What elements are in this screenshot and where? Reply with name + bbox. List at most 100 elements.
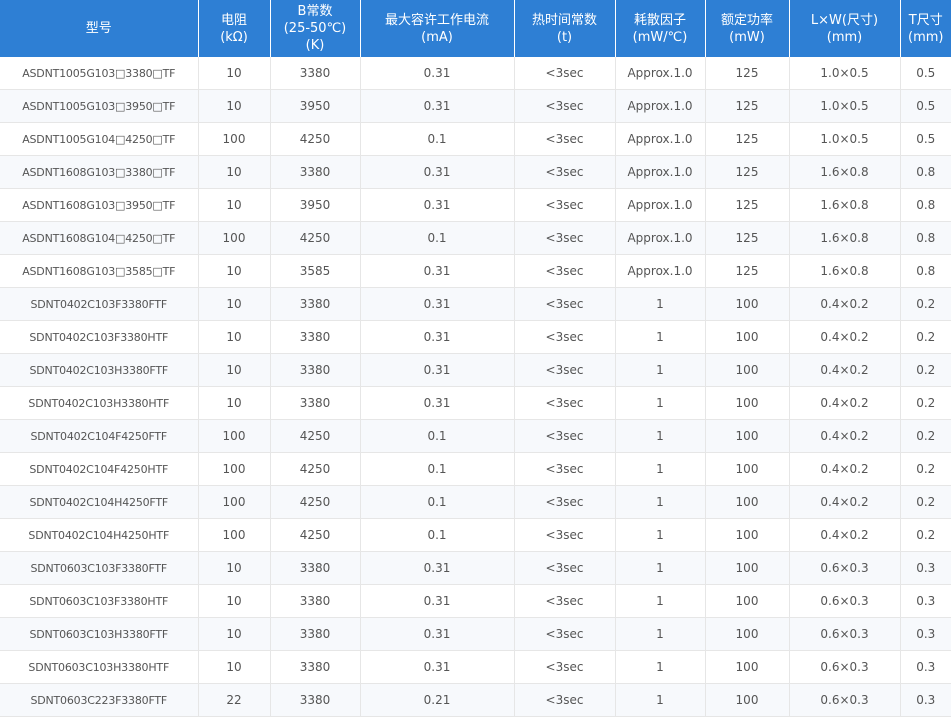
cell-max-current: 0.1 (360, 452, 515, 486)
table-row: ASDNT1005G104□4250□TF 100 4250 0.1 <3sec Appr… (0, 122, 951, 156)
cell-model: SDNT0402C103F3380HTF (0, 320, 199, 354)
cell-dissipation: 1 (615, 452, 706, 486)
cell-dissipation: 1 (615, 617, 706, 651)
cell-lw-size: 0.6×0.3 (789, 650, 901, 684)
cell-lw-size: 0.6×0.3 (789, 683, 901, 717)
cell-resistance: 100 (198, 452, 271, 486)
col-header-dissipation-factor: 耗散因子 (mW/℃) (615, 0, 706, 57)
table-row: SDNT0402C104F4250FTF 100 4250 0.1 <3sec 1 100 0… (0, 419, 951, 453)
col-header-max-current: 最大容许工作电流 (mA) (360, 0, 515, 57)
cell-model: SDNT0402C104F4250HTF (0, 452, 199, 486)
cell-thermal-time: <3sec (514, 584, 616, 618)
cell-max-current: 0.31 (360, 584, 515, 618)
cell-rated-power: 100 (705, 353, 790, 387)
table-header: 型号 电阻 (kΩ) B常数 (25-50℃) (K) 最大容许工作电流 (mA… (0, 0, 951, 57)
cell-max-current: 0.1 (360, 485, 515, 519)
cell-lw-size: 0.4×0.2 (789, 452, 901, 486)
header-row: 型号 电阻 (kΩ) B常数 (25-50℃) (K) 最大容许工作电流 (mA… (0, 0, 951, 57)
cell-model: SDNT0402C104F4250FTF (0, 419, 199, 453)
cell-dissipation: 1 (615, 551, 706, 585)
table-row: SDNT0603C103H3380HTF 10 3380 0.31 <3sec 1 100 0… (0, 650, 951, 684)
cell-resistance: 10 (198, 188, 271, 222)
cell-lw-size: 1.6×0.8 (789, 188, 901, 222)
cell-model: ASDNT1005G103□3950□TF (0, 89, 199, 123)
cell-rated-power: 125 (705, 188, 790, 222)
cell-lw-size: 0.4×0.2 (789, 353, 901, 387)
cell-rated-power: 125 (705, 57, 790, 90)
cell-model: ASDNT1608G104□4250□TF (0, 221, 199, 255)
cell-dissipation: 1 (615, 287, 706, 321)
cell-resistance: 10 (198, 617, 271, 651)
cell-model: ASDNT1005G104□4250□TF (0, 122, 199, 156)
cell-t-size: 0.2 (900, 287, 951, 321)
cell-dissipation: Approx.1.0 (615, 57, 706, 90)
col-header-b-constant: B常数 (25-50℃) (K) (270, 0, 361, 57)
cell-thermal-time: <3sec (514, 155, 616, 189)
cell-lw-size: 0.4×0.2 (789, 287, 901, 321)
cell-dissipation: Approx.1.0 (615, 254, 706, 288)
table-row: SDNT0402C103F3380FTF 10 3380 0.31 <3sec 1 100 0… (0, 287, 951, 321)
col-header-model: 型号 (0, 0, 199, 57)
cell-thermal-time: <3sec (514, 419, 616, 453)
cell-b-constant: 4250 (270, 485, 361, 519)
table-row: SDNT0402C104F4250HTF 100 4250 0.1 <3sec 1 100 0… (0, 452, 951, 486)
col-header-t-size: T尺寸 (mm) (900, 0, 951, 57)
cell-model: SDNT0603C103F3380HTF (0, 584, 199, 618)
cell-dissipation: 1 (615, 518, 706, 552)
cell-resistance: 100 (198, 122, 271, 156)
cell-resistance: 10 (198, 650, 271, 684)
cell-max-current: 0.31 (360, 617, 515, 651)
cell-b-constant: 3380 (270, 584, 361, 618)
cell-thermal-time: <3sec (514, 89, 616, 123)
cell-thermal-time: <3sec (514, 617, 616, 651)
table-row: ASDNT1608G103□3950□TF 10 3950 0.31 <3sec Appr… (0, 188, 951, 222)
cell-lw-size: 1.6×0.8 (789, 254, 901, 288)
cell-resistance: 10 (198, 353, 271, 387)
col-header-lw-size: L×W(尺寸) (mm) (789, 0, 901, 57)
col-header-rated-power: 额定功率 (mW) (705, 0, 790, 57)
cell-max-current: 0.1 (360, 221, 515, 255)
cell-t-size: 0.2 (900, 419, 951, 453)
table-row: ASDNT1608G103□3380□TF 10 3380 0.31 <3sec Appr… (0, 155, 951, 189)
cell-rated-power: 100 (705, 386, 790, 420)
cell-thermal-time: <3sec (514, 122, 616, 156)
cell-t-size: 0.5 (900, 122, 951, 156)
cell-t-size: 0.8 (900, 188, 951, 222)
cell-b-constant: 3380 (270, 155, 361, 189)
cell-dissipation: Approx.1.0 (615, 188, 706, 222)
cell-model: SDNT0603C223F3380FTF (0, 683, 199, 717)
cell-lw-size: 1.0×0.5 (789, 89, 901, 123)
cell-lw-size: 0.4×0.2 (789, 485, 901, 519)
cell-resistance: 10 (198, 89, 271, 123)
cell-resistance: 22 (198, 683, 271, 717)
cell-b-constant: 3380 (270, 320, 361, 354)
cell-model: SDNT0402C103H3380FTF (0, 353, 199, 387)
cell-resistance: 10 (198, 57, 271, 90)
cell-max-current: 0.1 (360, 122, 515, 156)
cell-rated-power: 100 (705, 683, 790, 717)
cell-b-constant: 4250 (270, 452, 361, 486)
cell-max-current: 0.31 (360, 89, 515, 123)
cell-dissipation: 1 (615, 320, 706, 354)
cell-b-constant: 3380 (270, 386, 361, 420)
cell-dissipation: 1 (615, 683, 706, 717)
cell-max-current: 0.31 (360, 188, 515, 222)
cell-rated-power: 100 (705, 617, 790, 651)
cell-resistance: 10 (198, 287, 271, 321)
cell-lw-size: 0.6×0.3 (789, 617, 901, 651)
table-body: ASDNT1005G103□3380□TF 10 3380 0.31 <3sec Appr… (0, 57, 951, 717)
cell-t-size: 0.2 (900, 518, 951, 552)
cell-model: SDNT0402C103H3380HTF (0, 386, 199, 420)
cell-rated-power: 100 (705, 320, 790, 354)
cell-dissipation: 1 (615, 386, 706, 420)
cell-t-size: 0.3 (900, 584, 951, 618)
cell-t-size: 0.2 (900, 452, 951, 486)
cell-max-current: 0.31 (360, 650, 515, 684)
cell-max-current: 0.31 (360, 57, 515, 90)
cell-rated-power: 125 (705, 155, 790, 189)
col-header-thermal-time-constant: 热时间常数 (t) (514, 0, 616, 57)
cell-thermal-time: <3sec (514, 254, 616, 288)
cell-resistance: 10 (198, 386, 271, 420)
cell-dissipation: Approx.1.0 (615, 221, 706, 255)
